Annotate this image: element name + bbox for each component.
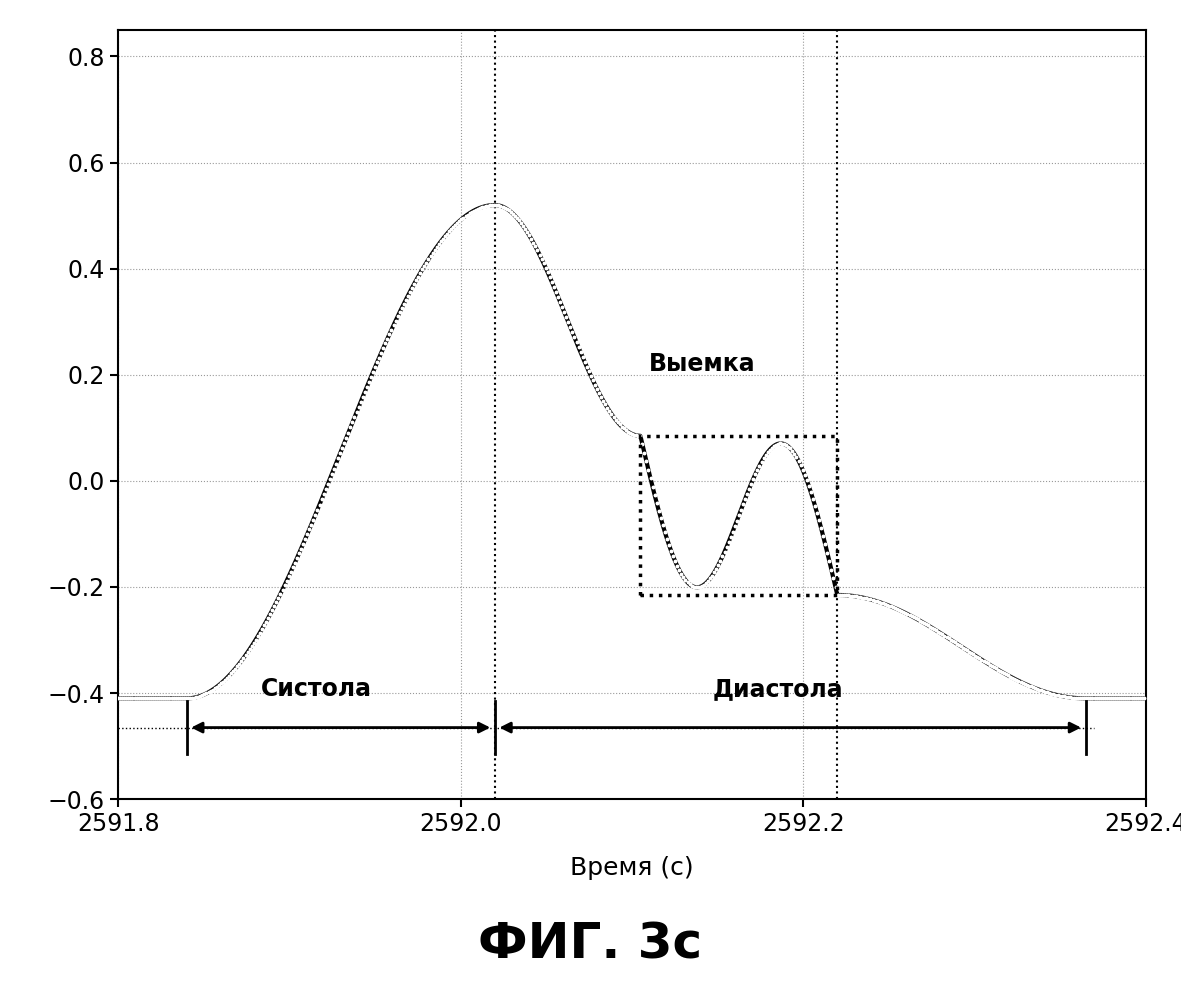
Bar (640, 436, 837, 595)
X-axis label: Время (с): Время (с) (570, 856, 693, 880)
Text: Систола: Систола (261, 677, 372, 701)
Text: ФИГ. 3с: ФИГ. 3с (478, 920, 703, 968)
Text: Диастола: Диастола (713, 677, 843, 701)
Text: Выемка: Выемка (648, 353, 756, 377)
